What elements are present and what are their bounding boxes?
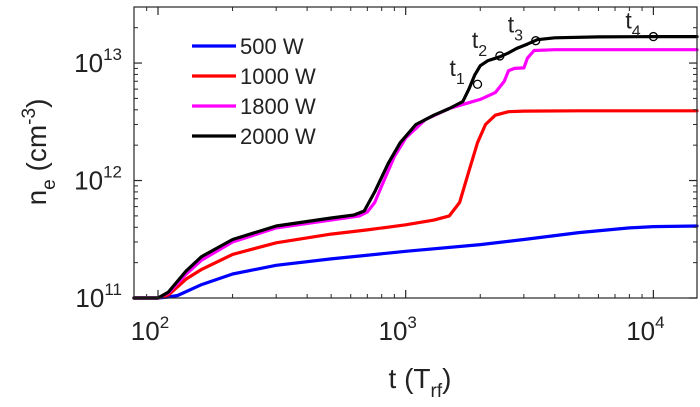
y-tick-label-2: 1013 [74, 45, 122, 78]
x-tick-label-0: 102 [131, 313, 169, 346]
legend: 500 W 1000 W 1800 W 2000 W [192, 34, 316, 149]
y-tick-label-1: 1012 [74, 163, 122, 196]
x-tick-label-1: 103 [378, 313, 416, 346]
y-axis-title: ne (cm-3) [19, 99, 60, 206]
marker-label-3: t3 [508, 12, 523, 45]
tick-layer: 102 103 104 1011 1012 1013 [74, 6, 697, 346]
x-tick-label-2: 104 [626, 313, 664, 346]
marker-point-4 [648, 31, 659, 42]
marker-label-1: t1 [450, 55, 465, 88]
legend-label-2: 1800 W [240, 94, 316, 119]
marker-point-2 [495, 51, 505, 61]
marker-point-1 [472, 79, 483, 89]
marker-label-4: t4 [625, 8, 640, 41]
x-axis-title: t (Trf) [389, 363, 452, 402]
series-layer [132, 35, 699, 300]
legend-label-1: 1000 W [240, 64, 316, 89]
plot-frame [133, 6, 698, 299]
series-line-1 [132, 109, 699, 300]
series-line-0 [132, 224, 699, 300]
y-tick-label-0: 1011 [75, 280, 122, 313]
series-line-3 [132, 35, 699, 300]
legend-label-0: 500 W [240, 34, 304, 59]
legend-label-3: 2000 W [240, 124, 316, 149]
marker-point-3 [531, 36, 541, 46]
marker-label-2: t2 [472, 27, 487, 60]
